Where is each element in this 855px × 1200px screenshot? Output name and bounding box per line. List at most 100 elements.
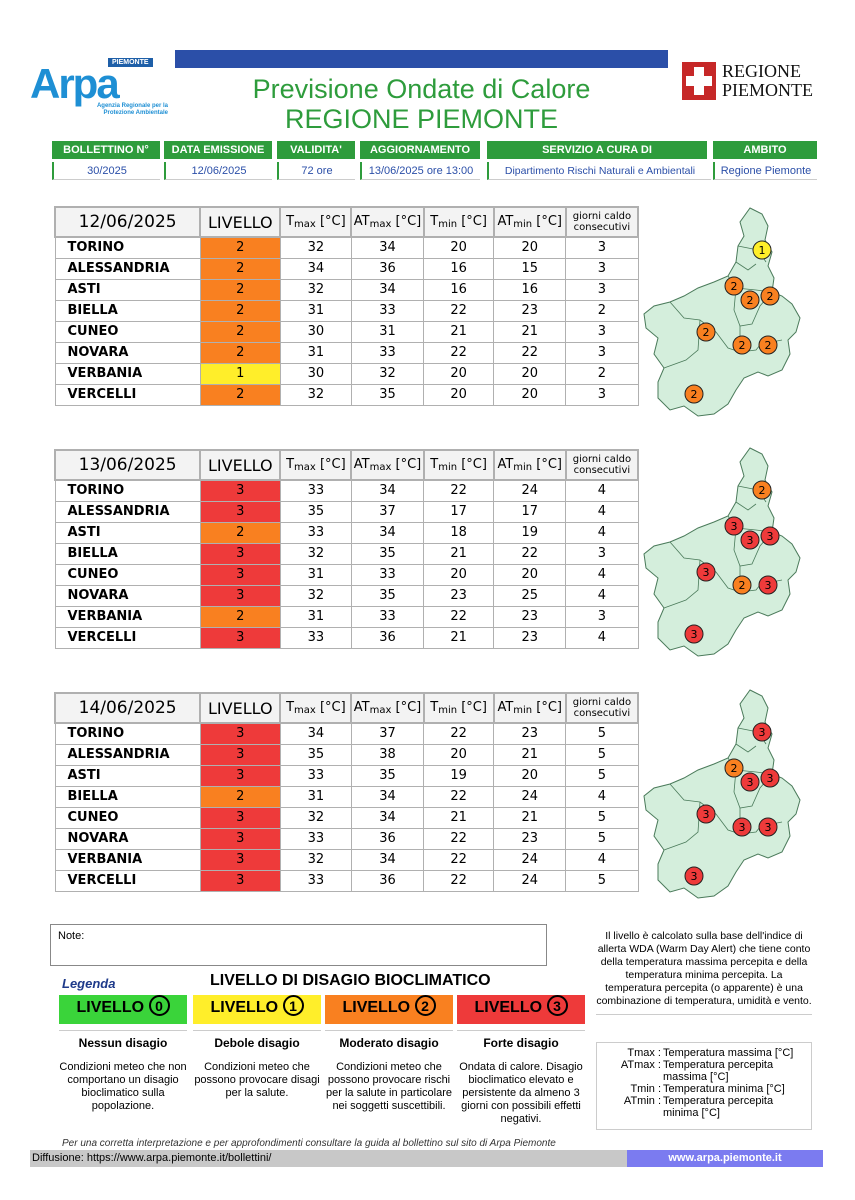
level-cell: 2 — [199, 605, 281, 628]
header-atmin-letter: AT — [497, 214, 514, 229]
atmin-cell: 20 — [493, 236, 567, 259]
legend-desc-2: Condizioni meteo che possono provocare r… — [326, 1061, 452, 1112]
atmax-cell: 34 — [350, 278, 425, 301]
aggiornamento-value: 13/06/2025 ore 13:00 — [360, 162, 480, 180]
atmax-cell: 35 — [350, 542, 425, 565]
map-marker-label: 3 — [703, 808, 710, 821]
header-tmin-unit: [°C] — [461, 457, 487, 472]
header-tmax-unit: [°C] — [319, 214, 346, 229]
page-subtitle: REGIONE PIEMONTE — [284, 104, 559, 134]
city-name: CUNEO — [54, 320, 201, 343]
tmin-cell: 16 — [423, 278, 495, 301]
legend-desc-3: Ondata di calore. Disagio bioclimatico e… — [459, 1061, 583, 1125]
atmin-cell: 15 — [493, 257, 567, 280]
city-name: VERBANIA — [54, 848, 201, 871]
header-livello: LIVELLO — [199, 206, 282, 238]
giorni-cell: 5 — [565, 869, 639, 892]
city-name: ASTI — [54, 278, 201, 301]
atmax-cell: 35 — [350, 383, 425, 406]
tmin-cell: 22 — [423, 605, 495, 628]
atmin-cell: 22 — [493, 542, 567, 565]
footer-site-link[interactable]: www.arpa.piemonte.it — [627, 1150, 823, 1167]
table-row: VERCELLI 3 33 36 22 24 5 — [54, 869, 639, 892]
tmin-cell: 22 — [423, 869, 495, 892]
header-atmin-unit: [°C] — [536, 700, 563, 715]
table-row: TORINO 2 32 34 20 20 3 — [54, 236, 639, 259]
level-cell: 2 — [199, 785, 281, 808]
giorni-cell: 3 — [565, 341, 639, 364]
tmax-cell: 32 — [279, 848, 352, 871]
header-tmax-sub: max — [294, 462, 316, 473]
tmax-cell: 35 — [279, 743, 352, 766]
tmax-cell: 31 — [279, 299, 352, 322]
header-atmin-letter: AT — [497, 700, 514, 715]
map-marker-cuneo: 3 — [684, 866, 704, 886]
header-atmax-sub: max — [369, 705, 392, 716]
giorni-cell: 5 — [565, 806, 639, 829]
header-tmin: Tmin [°C] — [422, 206, 495, 238]
giorni-cell: 5 — [565, 743, 639, 766]
header-tmax: Tmax [°C] — [279, 692, 353, 724]
giorni-cell: 4 — [565, 626, 639, 649]
validita-value: 72 ore — [277, 162, 355, 180]
tmin-cell: 23 — [423, 584, 495, 607]
tmin-cell: 22 — [423, 299, 495, 322]
city-name: BIELLA — [54, 785, 201, 808]
map-marker-label: 2 — [767, 290, 774, 303]
table-row: ALESSANDRIA 3 35 38 20 21 5 — [54, 743, 639, 766]
city-name: ALESSANDRIA — [54, 500, 201, 523]
servizio-label: SERVIZIO A CURA DI — [487, 141, 707, 159]
map-marker-label: 3 — [739, 821, 746, 834]
atmin-cell: 24 — [493, 785, 567, 808]
map-marker-novara: 2 — [760, 286, 780, 306]
header-atmax-sub: max — [369, 219, 392, 230]
table-date: 12/06/2025 — [53, 206, 202, 238]
city-name: VERCELLI — [54, 626, 201, 649]
tmin-cell: 17 — [423, 500, 495, 523]
logo-subtitle: Agenzia Regionale per la Protezione Ambi… — [96, 103, 168, 116]
giorni-cell: 3 — [565, 605, 639, 628]
city-name: TORINO — [54, 479, 201, 502]
map-marker-alessandria: 2 — [758, 335, 778, 355]
city-name: CUNEO — [54, 806, 201, 829]
tmin-cell: 22 — [423, 341, 495, 364]
legend-name-0: Nessun disagio — [78, 1036, 168, 1050]
city-name: ASTI — [54, 764, 201, 787]
atmax-cell: 35 — [350, 764, 425, 787]
header-atmax-letter: AT — [353, 700, 370, 715]
atmin-cell: 20 — [493, 362, 567, 385]
tmin-cell: 22 — [423, 479, 495, 502]
city-name: ALESSANDRIA — [54, 257, 201, 280]
header-tmax: Tmax [°C] — [279, 206, 353, 238]
city-name: BIELLA — [54, 542, 201, 565]
tmax-cell: 32 — [279, 383, 352, 406]
level-cell: 2 — [199, 257, 281, 280]
header-bar — [175, 50, 668, 68]
giorni-cell: 5 — [565, 722, 639, 745]
header-tmin: Tmin [°C] — [422, 449, 495, 481]
footer-diffusione[interactable]: Diffusione: https://www.arpa.piemonte.it… — [30, 1150, 627, 1167]
map-marker-biella: 3 — [724, 516, 744, 536]
regione-logo-line2: PIEMONTE — [722, 80, 813, 100]
page-title: Previsione Ondate di Calore — [252, 74, 591, 104]
map-marker-verbania: 3 — [752, 722, 772, 742]
province-border — [733, 287, 773, 327]
level-cell: 2 — [199, 341, 281, 364]
tmin-cell: 18 — [423, 521, 495, 544]
atmax-cell: 37 — [350, 500, 425, 523]
header-tmin-sub: min — [438, 705, 458, 716]
header-tmax-letter: T — [286, 700, 295, 715]
legend-name-2: Moderato disagio — [339, 1036, 439, 1050]
note-label: Note: — [58, 930, 85, 942]
city-name: TORINO — [54, 236, 201, 259]
header-atmin-sub: min — [513, 462, 533, 473]
map-marker-torino: 2 — [696, 322, 716, 342]
tmax-cell: 35 — [279, 500, 352, 523]
atmax-cell: 35 — [350, 584, 425, 607]
atmax-cell: 33 — [350, 605, 425, 628]
header-giorni: giorni caldo consecutivi — [564, 206, 640, 238]
atmax-cell: 34 — [350, 236, 425, 259]
map-marker-asti: 2 — [732, 335, 752, 355]
